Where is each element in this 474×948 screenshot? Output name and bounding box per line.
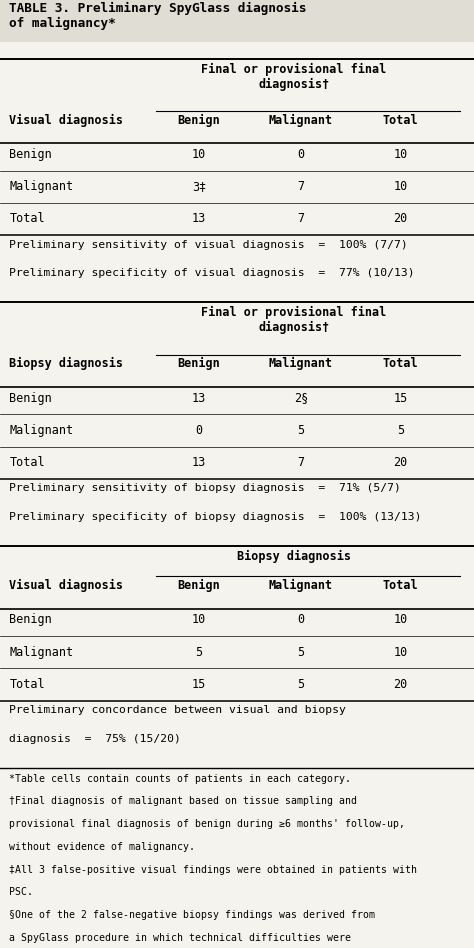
Text: 5: 5	[195, 646, 203, 659]
Text: 5: 5	[397, 424, 404, 437]
Text: Benign: Benign	[178, 357, 220, 371]
Text: 0: 0	[195, 424, 203, 437]
Text: 3‡: 3‡	[192, 180, 206, 193]
Text: 13: 13	[192, 212, 206, 226]
Text: 10: 10	[393, 148, 408, 161]
Text: TABLE 3. Preliminary SpyGlass diagnosis
of malignancy*: TABLE 3. Preliminary SpyGlass diagnosis …	[9, 2, 307, 30]
Text: Malignant: Malignant	[269, 579, 333, 592]
Text: Malignant: Malignant	[269, 114, 333, 127]
Text: 7: 7	[297, 212, 305, 226]
Text: 5: 5	[297, 424, 305, 437]
Text: 10: 10	[192, 148, 206, 161]
Text: 5: 5	[297, 646, 305, 659]
Text: Biopsy diagnosis: Biopsy diagnosis	[9, 357, 124, 371]
Text: Malignant: Malignant	[9, 180, 73, 193]
Text: provisional final diagnosis of benign during ≥6 months' follow-up,: provisional final diagnosis of benign du…	[9, 819, 405, 830]
Text: Malignant: Malignant	[269, 357, 333, 371]
Text: Total: Total	[383, 357, 419, 371]
Text: Total: Total	[9, 456, 45, 469]
Text: 10: 10	[393, 613, 408, 627]
Text: a SpyGlass procedure in which technical difficulties were: a SpyGlass procedure in which technical …	[9, 933, 352, 943]
Text: Malignant: Malignant	[9, 424, 73, 437]
FancyBboxPatch shape	[0, 0, 474, 42]
Text: 20: 20	[393, 456, 408, 469]
Text: Total: Total	[9, 678, 45, 691]
Text: 20: 20	[393, 678, 408, 691]
Text: Final or provisional final
diagnosis†: Final or provisional final diagnosis†	[201, 63, 386, 91]
Text: Total: Total	[9, 212, 45, 226]
Text: Preliminary concordance between visual and biopsy: Preliminary concordance between visual a…	[9, 705, 346, 716]
Text: Final or provisional final
diagnosis†: Final or provisional final diagnosis†	[201, 306, 386, 335]
Text: Biopsy diagnosis: Biopsy diagnosis	[237, 550, 351, 563]
Text: Preliminary sensitivity of biopsy diagnosis  =  71% (5/7): Preliminary sensitivity of biopsy diagno…	[9, 483, 401, 494]
Text: 2§: 2§	[294, 392, 308, 405]
Text: 5: 5	[297, 678, 305, 691]
Text: Total: Total	[383, 579, 419, 592]
Text: 13: 13	[192, 392, 206, 405]
Text: without evidence of malignancy.: without evidence of malignancy.	[9, 842, 195, 852]
Text: PSC.: PSC.	[9, 887, 34, 898]
Text: 10: 10	[393, 180, 408, 193]
Text: 13: 13	[192, 456, 206, 469]
Text: Benign: Benign	[178, 579, 220, 592]
Text: *Table cells contain counts of patients in each category.: *Table cells contain counts of patients …	[9, 774, 352, 784]
Text: 10: 10	[192, 613, 206, 627]
Text: Benign: Benign	[9, 392, 52, 405]
Text: 10: 10	[393, 646, 408, 659]
Text: 15: 15	[393, 392, 408, 405]
Text: Benign: Benign	[9, 613, 52, 627]
Text: Total: Total	[383, 114, 419, 127]
Text: 0: 0	[297, 148, 305, 161]
Text: Benign: Benign	[9, 148, 52, 161]
Text: Visual diagnosis: Visual diagnosis	[9, 114, 124, 127]
Text: 7: 7	[297, 180, 305, 193]
Text: Benign: Benign	[178, 114, 220, 127]
Text: 0: 0	[297, 613, 305, 627]
Text: 7: 7	[297, 456, 305, 469]
Text: †Final diagnosis of malignant based on tissue sampling and: †Final diagnosis of malignant based on t…	[9, 796, 357, 807]
Text: ‡All 3 false-positive visual findings were obtained in patients with: ‡All 3 false-positive visual findings we…	[9, 865, 418, 875]
Text: 15: 15	[192, 678, 206, 691]
Text: Malignant: Malignant	[9, 646, 73, 659]
Text: Preliminary sensitivity of visual diagnosis  =  100% (7/7): Preliminary sensitivity of visual diagno…	[9, 240, 408, 250]
Text: 20: 20	[393, 212, 408, 226]
Text: Visual diagnosis: Visual diagnosis	[9, 579, 124, 592]
Text: diagnosis  =  75% (15/20): diagnosis = 75% (15/20)	[9, 734, 182, 744]
Text: Preliminary specificity of biopsy diagnosis  =  100% (13/13): Preliminary specificity of biopsy diagno…	[9, 512, 422, 522]
Text: Preliminary specificity of visual diagnosis  =  77% (10/13): Preliminary specificity of visual diagno…	[9, 268, 415, 279]
Text: §One of the 2 false-negative biopsy findings was derived from: §One of the 2 false-negative biopsy find…	[9, 910, 375, 921]
